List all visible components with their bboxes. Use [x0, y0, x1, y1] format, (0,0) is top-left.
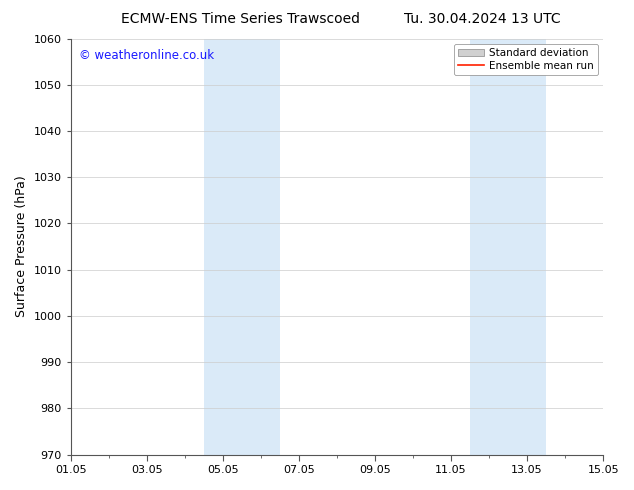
Text: Tu. 30.04.2024 13 UTC: Tu. 30.04.2024 13 UTC: [403, 12, 560, 26]
Bar: [204, 39, 280, 455]
Bar: [470, 39, 546, 455]
Legend: Standard deviation, Ensemble mean run: Standard deviation, Ensemble mean run: [454, 44, 598, 75]
Text: ECMW-ENS Time Series Trawscoed: ECMW-ENS Time Series Trawscoed: [122, 12, 360, 26]
Y-axis label: Surface Pressure (hPa): Surface Pressure (hPa): [15, 176, 28, 318]
Text: © weatheronline.co.uk: © weatheronline.co.uk: [79, 49, 214, 62]
